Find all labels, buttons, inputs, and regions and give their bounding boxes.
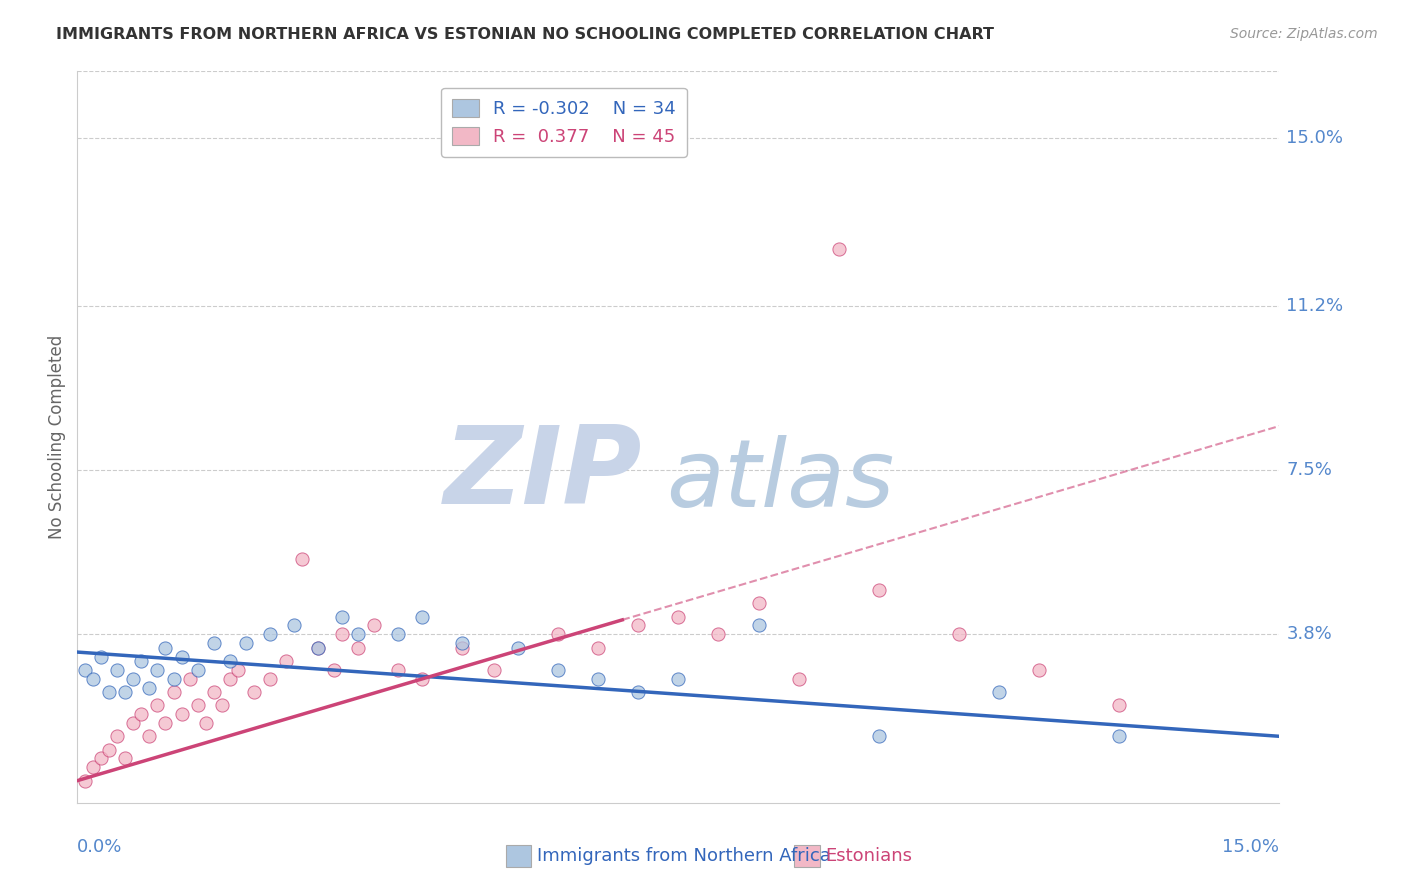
Point (547, 663, 569, 677)
Point (122, 716, 145, 731)
Point (322, 663, 344, 677)
Point (748, 618, 770, 632)
Point (1108, 698, 1130, 713)
Point (828, 242, 851, 256)
Point (131, 707, 153, 722)
Point (482, 663, 505, 677)
Point (211, 698, 233, 713)
Point (1108, 729, 1130, 743)
Point (259, 627, 281, 641)
Point (668, 609, 690, 624)
Text: Estonians: Estonians (825, 847, 912, 865)
Point (179, 672, 201, 686)
Point (186, 663, 209, 677)
Text: 0.0%: 0.0% (77, 838, 122, 855)
Point (90, 751, 112, 765)
Point (588, 640, 610, 655)
Point (330, 627, 353, 641)
Point (162, 672, 184, 686)
Point (242, 685, 264, 699)
Point (155, 716, 177, 731)
Point (451, 640, 474, 655)
Point (114, 751, 136, 765)
Point (411, 609, 433, 624)
Point (138, 681, 160, 695)
Point (274, 654, 297, 668)
Point (202, 685, 225, 699)
Point (235, 636, 257, 650)
Point (868, 729, 890, 743)
Point (82, 760, 104, 774)
Legend: R = -0.302    N = 34, R =  0.377    N = 45: R = -0.302 N = 34, R = 0.377 N = 45 (441, 87, 688, 157)
Text: Source: ZipAtlas.com: Source: ZipAtlas.com (1230, 27, 1378, 41)
Point (307, 640, 329, 655)
Point (451, 636, 474, 650)
Point (291, 552, 314, 566)
Point (170, 707, 193, 722)
Point (948, 627, 970, 641)
Point (283, 618, 305, 632)
Point (508, 640, 530, 655)
Point (218, 672, 240, 686)
Point (363, 618, 385, 632)
Text: atlas: atlas (666, 435, 894, 526)
Point (307, 640, 329, 655)
Point (107, 663, 129, 677)
Point (347, 640, 370, 655)
Point (330, 609, 353, 624)
Point (347, 627, 370, 641)
Point (90, 649, 112, 664)
Point (411, 672, 433, 686)
Point (218, 654, 240, 668)
Point (748, 596, 770, 610)
Text: 15.0%: 15.0% (1222, 838, 1279, 855)
Point (387, 663, 409, 677)
Point (138, 729, 160, 743)
Point (162, 685, 184, 699)
Point (98, 685, 121, 699)
Point (194, 716, 217, 731)
Point (146, 663, 169, 677)
Point (107, 729, 129, 743)
Text: IMMIGRANTS FROM NORTHERN AFRICA VS ESTONIAN NO SCHOOLING COMPLETED CORRELATION C: IMMIGRANTS FROM NORTHERN AFRICA VS ESTON… (56, 27, 994, 42)
Point (1028, 663, 1050, 677)
Point (226, 663, 249, 677)
Text: 15.0%: 15.0% (1286, 128, 1343, 147)
Point (75, 663, 97, 677)
Point (707, 627, 730, 641)
Point (259, 672, 281, 686)
Point (668, 672, 690, 686)
Point (146, 698, 169, 713)
Point (98, 742, 121, 756)
Point (82, 672, 104, 686)
Point (202, 636, 225, 650)
Point (868, 582, 890, 597)
Point (387, 627, 409, 641)
Point (547, 627, 569, 641)
Point (131, 654, 153, 668)
Point (75, 773, 97, 788)
Point (787, 672, 810, 686)
Point (186, 698, 209, 713)
Point (627, 618, 650, 632)
Point (122, 672, 145, 686)
Point (988, 685, 1011, 699)
Text: Immigrants from Northern Africa: Immigrants from Northern Africa (537, 847, 831, 865)
Text: ZIP: ZIP (444, 421, 643, 526)
Point (627, 685, 650, 699)
Text: 3.8%: 3.8% (1286, 625, 1331, 643)
Y-axis label: No Schooling Completed: No Schooling Completed (48, 335, 66, 539)
Point (170, 649, 193, 664)
Point (588, 672, 610, 686)
Text: 11.2%: 11.2% (1286, 297, 1344, 315)
Point (155, 640, 177, 655)
Text: 7.5%: 7.5% (1286, 461, 1333, 479)
Point (114, 685, 136, 699)
